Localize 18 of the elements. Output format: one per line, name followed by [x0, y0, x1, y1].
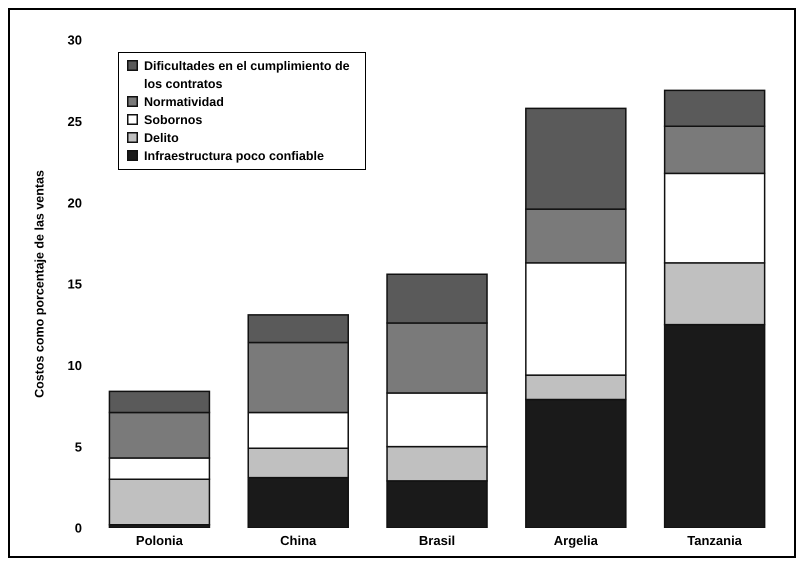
legend-label: Dificultades en el cumplimiento de los contratos: [144, 58, 351, 93]
x-tick-label: Argelia: [554, 533, 599, 548]
x-tick-label: China: [280, 533, 318, 548]
x-tick-label: Brasil: [418, 533, 456, 548]
y-tick-label: 15: [68, 276, 82, 292]
legend-label: Normatividad: [144, 94, 224, 111]
y-axis-title: Costos como porcentaje de las ventas: [32, 170, 46, 398]
x-tick-label: Tanzania: [687, 533, 743, 548]
legend-label: Delito: [144, 130, 179, 147]
y-tick-label: 10: [68, 358, 82, 373]
x-tick-label: Polonia: [136, 533, 184, 548]
y-tick-label: 0: [74, 520, 82, 536]
y-tick-label: 20: [68, 195, 82, 210]
y-tick-label: 5: [74, 439, 82, 454]
legend-label: Infraestructura poco confiable: [144, 148, 324, 165]
y-tick-label: 30: [68, 32, 82, 48]
legend-label: Sobornos: [144, 112, 202, 129]
y-tick-label: 25: [68, 114, 82, 129]
